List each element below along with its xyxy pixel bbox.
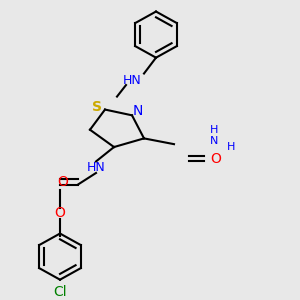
- Text: O: O: [58, 175, 68, 189]
- Text: O: O: [55, 206, 65, 220]
- Text: Cl: Cl: [53, 285, 67, 299]
- Text: N: N: [133, 104, 143, 118]
- Text: H: H: [226, 142, 235, 152]
- Text: S: S: [92, 100, 103, 114]
- Text: HN: HN: [123, 74, 141, 87]
- Text: O: O: [210, 152, 221, 166]
- Text: HN: HN: [87, 161, 105, 174]
- Text: H
N: H N: [210, 125, 218, 146]
